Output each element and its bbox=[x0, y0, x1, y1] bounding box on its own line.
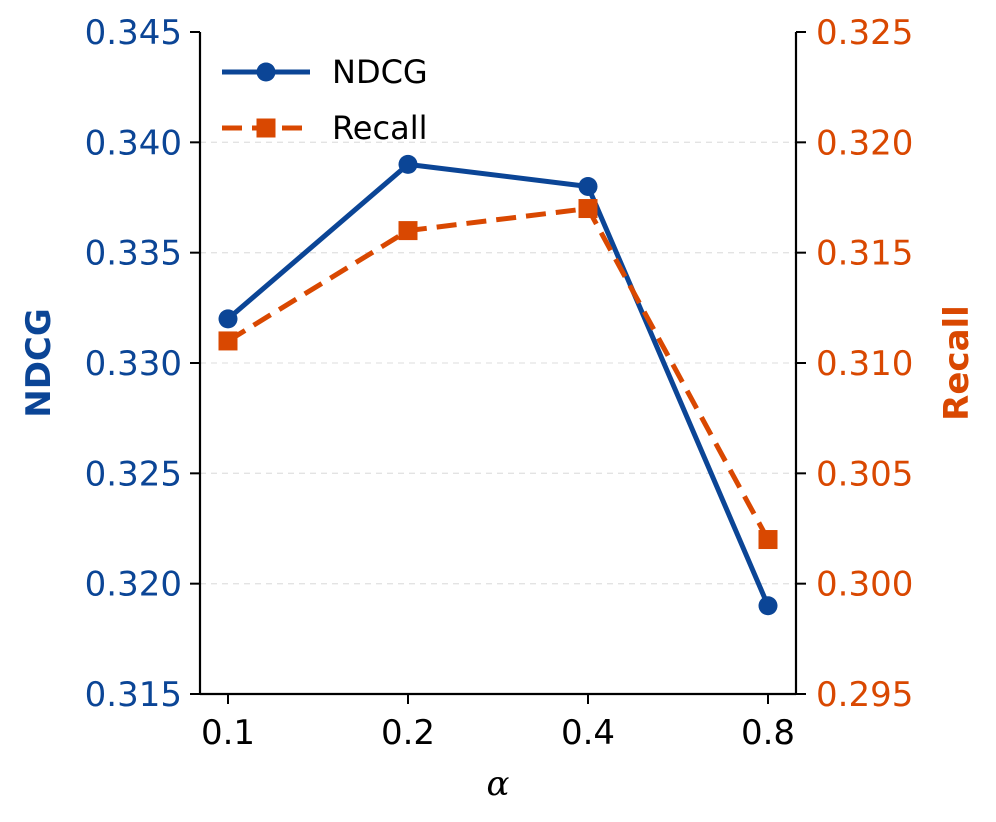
y-right-tick-label: 0.305 bbox=[816, 454, 913, 494]
ndcg-line bbox=[226, 161, 771, 607]
y-left-tick-label: 0.320 bbox=[85, 565, 182, 605]
y-axis-right-title: Recall bbox=[937, 305, 977, 421]
x-tick-label: 0.8 bbox=[741, 713, 795, 753]
ndcg-point bbox=[578, 176, 598, 196]
legend-recall-marker bbox=[256, 118, 276, 138]
y-right-tick-label: 0.325 bbox=[816, 13, 913, 53]
recall-line bbox=[226, 206, 771, 541]
x-tick-label: 0.4 bbox=[561, 713, 615, 753]
legend-ndcg-marker bbox=[256, 62, 276, 82]
y-left-tick-label: 0.330 bbox=[85, 344, 182, 384]
ticks: 0.315 0.320 0.325 0.330 0.335 0.340 0.345 0.295… bbox=[85, 13, 914, 753]
y-right-tick-label: 0.300 bbox=[816, 565, 913, 605]
recall-point bbox=[758, 530, 778, 550]
x-tick-label: 0.2 bbox=[381, 713, 435, 753]
recall-point bbox=[218, 331, 238, 351]
y-left-tick-label: 0.345 bbox=[85, 13, 182, 53]
x-axis-title: α bbox=[487, 764, 510, 804]
legend-ndcg-label: NDCG bbox=[332, 53, 428, 91]
ndcg-point bbox=[218, 309, 238, 329]
grid-lines bbox=[200, 141, 796, 585]
ndcg-point bbox=[398, 154, 418, 174]
y-right-tick-label: 0.320 bbox=[816, 123, 913, 163]
recall-point bbox=[398, 221, 418, 241]
y-right-tick-label: 0.295 bbox=[816, 675, 913, 715]
y-left-tick-label: 0.340 bbox=[85, 123, 182, 163]
y-axis-left-title: NDCG bbox=[19, 308, 59, 418]
y-right-tick-label: 0.310 bbox=[816, 344, 913, 384]
y-left-tick-label: 0.315 bbox=[85, 675, 182, 715]
legend: NDCG Recall bbox=[222, 53, 428, 147]
y-right-tick-label: 0.315 bbox=[816, 234, 913, 274]
y-left-tick-label: 0.325 bbox=[85, 454, 182, 494]
legend-recall-label: Recall bbox=[332, 109, 427, 147]
x-tick-label: 0.1 bbox=[201, 713, 255, 753]
ndcg-point bbox=[758, 596, 778, 616]
y-left-tick-label: 0.335 bbox=[85, 234, 182, 274]
series bbox=[218, 154, 778, 616]
recall-point bbox=[578, 199, 598, 219]
